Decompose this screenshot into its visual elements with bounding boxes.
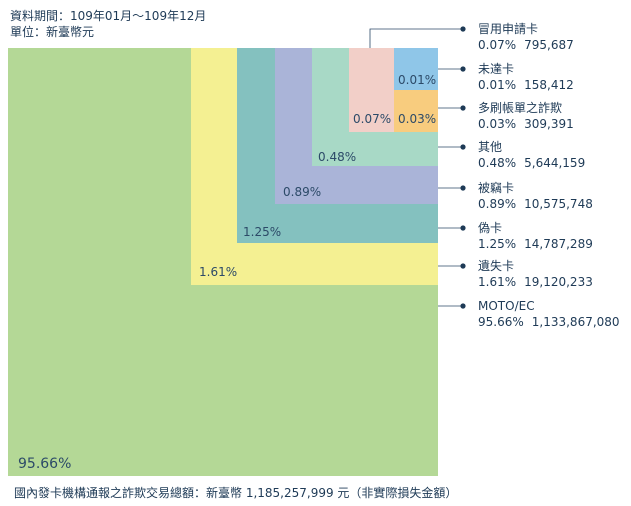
legend-amount-8: 1,133,867,080 — [532, 315, 620, 329]
legend-name-4: 其他 — [478, 140, 502, 154]
legend-marker-3 — [460, 105, 466, 111]
footer-note: 國內發卡機構通報之詐欺交易總額：新臺幣 1,185,257,999 元（非實際損… — [14, 486, 458, 500]
legend-value-8: 95.66% 1,133,867,080 — [478, 315, 620, 329]
unit-label: 單位：新臺幣元 — [10, 25, 95, 39]
legend-percent-8: 95.66% — [478, 315, 524, 329]
legend-amount-6: 14,787,289 — [524, 237, 593, 251]
chart-header: 資料期間：109年01月～109年12月 單位：新臺幣元 — [10, 8, 206, 40]
treemap-box-3 — [394, 90, 438, 132]
legend-percent-2: 0.01% — [478, 78, 516, 92]
legend-marker-7 — [460, 263, 466, 269]
treemap-box-label-4: 0.48% — [318, 150, 356, 164]
legend-marker-2 — [460, 66, 466, 72]
legend-value-4: 0.48% 5,644,159 — [478, 156, 585, 170]
legend-value-3: 0.03% 309,391 — [478, 117, 574, 131]
legend-percent-7: 1.61% — [478, 275, 516, 289]
legend-marker-6 — [460, 225, 466, 231]
legend-value-7: 1.61% 19,120,233 — [478, 275, 593, 289]
legend-name-2: 未達卡 — [478, 62, 514, 76]
legend-name-3: 多刷帳單之詐欺 — [478, 100, 562, 115]
legend-value-2: 0.01% 158,412 — [478, 78, 574, 92]
legend-name-1: 冒用申請卡 — [478, 22, 538, 36]
treemap-box-label-8: 95.66% — [18, 456, 71, 472]
treemap-box-label-6: 1.25% — [243, 225, 281, 239]
legend-amount-5: 10,575,748 — [524, 197, 593, 211]
treemap-box-label-5: 0.89% — [283, 185, 321, 199]
legend-name-5: 被竊卡 — [478, 180, 514, 195]
treemap-box-2 — [394, 48, 438, 90]
legend-value-1: 0.07% 795,687 — [478, 38, 574, 52]
legend-percent-3: 0.03% — [478, 117, 516, 131]
treemap-box-label-3: 0.03% — [398, 112, 436, 126]
legend-marker-8 — [460, 303, 466, 309]
legend-value-6: 1.25% 14,787,289 — [478, 237, 593, 251]
legend-percent-4: 0.48% — [478, 156, 516, 170]
legend-marker-5 — [460, 185, 466, 191]
treemap-box-1 — [349, 48, 394, 132]
legend-amount-7: 19,120,233 — [524, 275, 593, 289]
legend-percent-6: 1.25% — [478, 237, 516, 251]
legend-percent-1: 0.07% — [478, 38, 516, 52]
legend-amount-4: 5,644,159 — [524, 156, 585, 170]
legend-value-5: 0.89% 10,575,748 — [478, 197, 593, 211]
data-period: 資料期間：109年01月～109年12月 — [10, 9, 207, 23]
legend-amount-1: 795,687 — [524, 38, 574, 52]
legend-percent-5: 0.89% — [478, 197, 516, 211]
legend-name-6: 偽卡 — [478, 221, 502, 235]
legend-name-7: 遺失卡 — [478, 258, 514, 273]
treemap-box-label-1: 0.07% — [353, 112, 391, 126]
legend-marker-1 — [460, 26, 466, 32]
treemap-box-label-2: 0.01% — [398, 73, 436, 87]
legend-marker-4 — [460, 144, 466, 150]
legend-name-8: MOTO/EC — [478, 299, 535, 313]
legend-amount-2: 158,412 — [524, 78, 574, 92]
connector-line — [369, 28, 463, 48]
legend-amount-3: 309,391 — [524, 117, 574, 131]
treemap-box-label-7: 1.61% — [199, 265, 237, 279]
